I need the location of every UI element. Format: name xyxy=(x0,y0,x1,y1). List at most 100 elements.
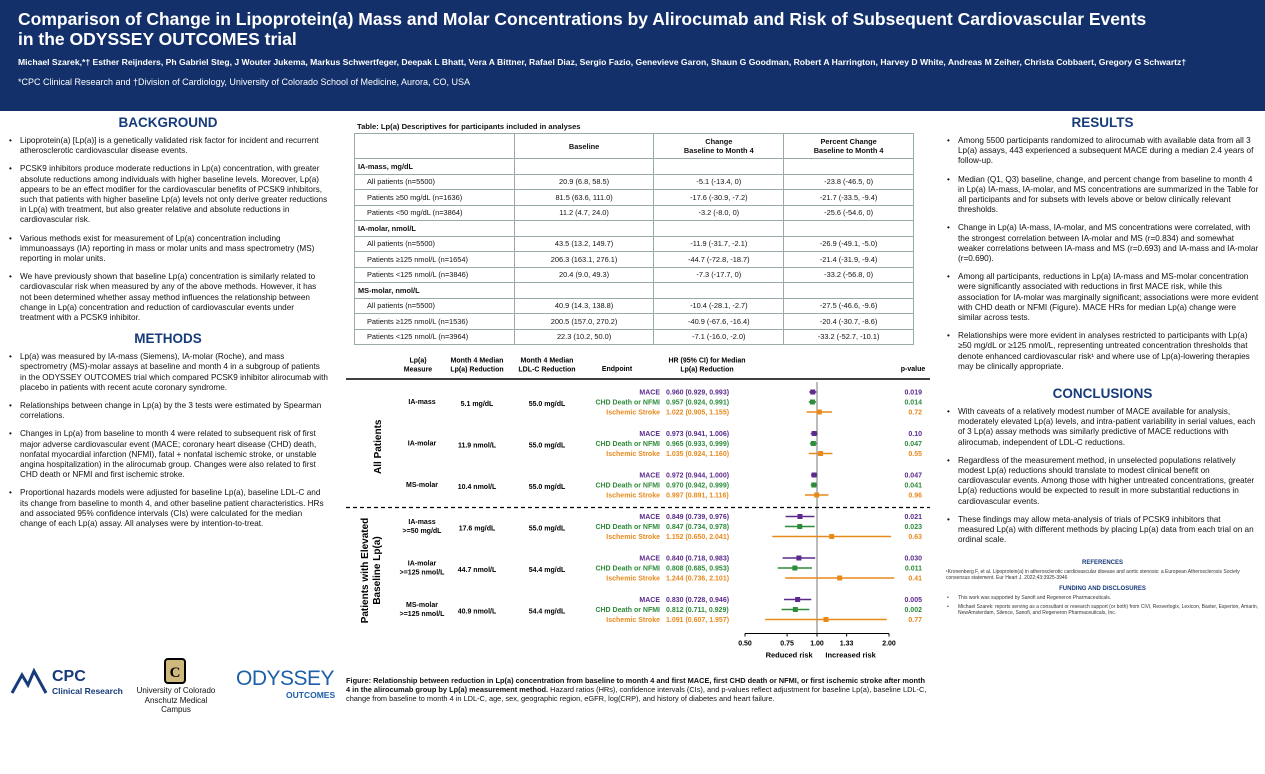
forest-point xyxy=(811,431,817,436)
table-row-label: Patients ≥125 nmol/L (n=1536) xyxy=(354,313,515,330)
forest-header-lpa: Month 4 Median xyxy=(451,358,504,365)
methods-title: METHODS xyxy=(134,331,202,347)
table-cell: -5.1 (-13.4, 0) xyxy=(653,173,785,190)
forest-p-value: 0.023 xyxy=(904,524,922,531)
table-cell: -21.7 (-33.5, -9.4) xyxy=(783,189,914,206)
forest-point xyxy=(809,399,815,405)
table-row-label: Patients <50 mg/dL (n=3864) xyxy=(354,204,515,221)
background-bullet: PCSK9 inhibitors produce moderate reduct… xyxy=(8,164,328,225)
table-cell: -26.9 (-49.1, -5.0) xyxy=(783,235,914,252)
forest-endpoint-label: MACE xyxy=(639,597,660,604)
forest-point xyxy=(811,482,817,488)
forest-p-value: 0.002 xyxy=(904,607,922,614)
forest-x-tick-label: 0.75 xyxy=(780,641,794,648)
table-cell: -44.7 (-72.8, -18.7) xyxy=(653,251,785,268)
table-cell: 81.5 (63.6, 111.0) xyxy=(513,189,655,206)
forest-point xyxy=(829,534,835,539)
forest-p-value: 0.021 xyxy=(904,514,922,521)
forest-hr-text: 0.957 (0.924, 0.991) xyxy=(666,400,729,407)
caption-bold: Figure: Relationship between reduction i… xyxy=(346,676,925,694)
forest-lpa-reduction: 11.9 nmol/L xyxy=(458,443,497,450)
forest-p-value: 0.41 xyxy=(908,576,922,583)
background-bullet: Various methods exist for measurement of… xyxy=(8,234,328,265)
forest-point xyxy=(837,575,843,581)
background-list: Lipoprotein(a) [Lp(a)] is a genetically … xyxy=(8,136,328,323)
forest-endpoint-label: MACE xyxy=(639,556,660,563)
table-cell: 200.5 (157.0, 270.2) xyxy=(513,313,655,330)
forest-header-lpa: Lp(a) Reduction xyxy=(450,367,503,374)
forest-group-label-elevated: Baseline Lp(a) xyxy=(372,536,383,604)
table-cell: -27.5 (-46.6, -9.6) xyxy=(783,297,914,314)
table-row-label: Patients ≥50 mg/dL (n=1636) xyxy=(354,189,515,206)
table-cell: 40.9 (14.3, 138.8) xyxy=(513,297,655,314)
forest-x-tick-label: 1.00 xyxy=(810,641,824,648)
cpc-logo-sub: Clinical Research xyxy=(52,686,123,696)
table-cell: -33.2 (-56.8, 0) xyxy=(783,266,914,283)
forest-x-tick-label: 0.50 xyxy=(738,641,752,648)
forest-endpoint-label: MACE xyxy=(639,431,660,438)
forest-p-value: 0.005 xyxy=(904,597,922,604)
forest-hr-text: 0.970 (0.942, 0.999) xyxy=(666,483,729,490)
conclusions-bullet: Regardless of the measurement method, in… xyxy=(946,456,1259,507)
methods-bullet: Proportional hazards models were adjuste… xyxy=(8,488,328,529)
table-cell xyxy=(653,158,785,175)
forest-lpa-reduction: 5.1 mg/dL xyxy=(461,401,494,408)
funding-item: This work was supported by Sanofi and Re… xyxy=(946,595,1259,601)
table-cell xyxy=(513,282,655,299)
forest-ldl-reduction: 55.0 mg/dL xyxy=(529,484,566,491)
methods-bullet: Relationships between change in Lp(a) by… xyxy=(8,401,328,421)
table-row: All patients (n=5500) 20.9 (6.8, 58.5) -5.… xyxy=(354,173,914,190)
forest-p-value: 0.047 xyxy=(904,473,922,480)
forest-point xyxy=(795,597,801,602)
table-cell: -17.6 (-30.9, -7.2) xyxy=(653,189,785,206)
forest-p-value: 0.014 xyxy=(904,400,922,407)
figure-caption: Figure: Relationship between reduction i… xyxy=(346,676,931,703)
forest-header-hr: HR (95% CI) for Median xyxy=(668,358,745,365)
svg-text:C: C xyxy=(170,665,181,681)
table-row-label: Patients ≥125 nmol/L (n=1654) xyxy=(354,251,515,268)
forest-p-value: 0.047 xyxy=(904,441,922,448)
cu-logo-icon: C xyxy=(164,658,186,684)
forest-point xyxy=(818,451,824,456)
forest-point xyxy=(810,441,816,446)
table-cell: -20.4 (-30.7, -8.6) xyxy=(783,313,914,330)
forest-hr-text: 0.965 (0.933, 0.999) xyxy=(666,441,729,448)
table-cell xyxy=(513,158,655,175)
table-group-label: IA-mass, mg/dL xyxy=(354,158,515,175)
results-bullet: Median (Q1, Q3) baseline, change, and pe… xyxy=(946,175,1259,216)
forest-hr-text: 1.035 (0.924, 1.160) xyxy=(666,451,729,458)
forest-ldl-reduction: 54.4 mg/dL xyxy=(529,609,566,616)
forest-p-value: 0.63 xyxy=(908,534,922,541)
logo-bar: CPC Clinical Research C University of Co… xyxy=(0,655,340,714)
forest-group-label-elevated: Patients with Elevated xyxy=(360,518,371,624)
forest-p-value: 0.96 xyxy=(908,493,922,500)
right-column: RESULTS Among 5500 participants randomiz… xyxy=(940,111,1265,619)
title-line-1: Comparison of Change in Lipoprotein(a) M… xyxy=(18,9,1147,29)
background-bullet: We have previously shown that baseline L… xyxy=(8,272,328,323)
forest-endpoint-label: CHD Death or NFMI xyxy=(595,441,660,448)
forest-measure-label: IA-molar xyxy=(408,441,437,448)
table-cell xyxy=(783,158,914,175)
funding-list: This work was supported by Sanofi and Re… xyxy=(946,595,1259,616)
conclusions-title: CONCLUSIONS xyxy=(1052,386,1153,402)
forest-endpoint-label: MACE xyxy=(639,390,660,397)
forest-p-value: 0.55 xyxy=(908,451,922,458)
table-row: Patients ≥125 nmol/L (n=1654) 206.3 (163.… xyxy=(354,251,914,268)
forest-lpa-reduction: 40.9 nmol/L xyxy=(458,609,497,616)
table-cell: 11.2 (4.7, 24.0) xyxy=(513,204,655,221)
forest-p-value: 0.011 xyxy=(905,566,922,573)
forest-x-tick-label: 2.00 xyxy=(882,641,896,648)
forest-lpa-reduction: 44.7 nmol/L xyxy=(458,567,497,574)
odyssey-logo-sub: OUTCOMES xyxy=(286,690,336,700)
caption-rest: Hazard ratios (HRs), confidence interval… xyxy=(346,685,927,703)
background-title: BACKGROUND xyxy=(118,115,218,130)
forest-measure-label: IA-mass xyxy=(408,399,435,406)
forest-measure-label: MS-molar xyxy=(406,482,438,489)
forest-hr-text: 1.091 (0.607, 1.957) xyxy=(666,617,729,624)
conclusions-bullet: These findings may allow meta-analysis o… xyxy=(946,515,1259,546)
forest-hr-text: 1.022 (0.905, 1.155) xyxy=(666,410,729,417)
results-bullet: Among 5500 participants randomized to al… xyxy=(946,136,1259,167)
forest-p-value: 0.10 xyxy=(908,431,922,438)
forest-point xyxy=(814,492,820,498)
forest-measure-label: IA-molar xyxy=(408,561,437,568)
